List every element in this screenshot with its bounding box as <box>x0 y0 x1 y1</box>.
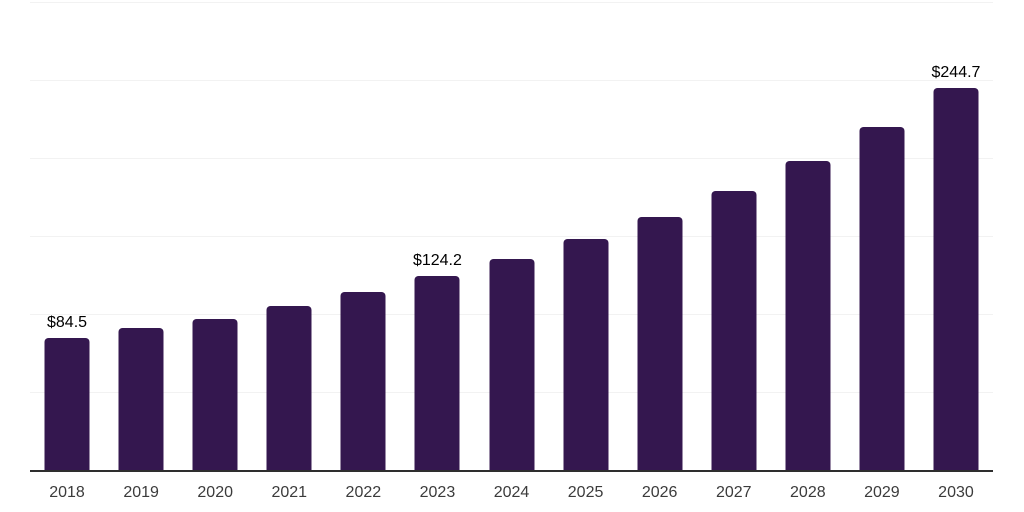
bar-2022 <box>340 291 386 470</box>
x-tick-2030: 2030 <box>938 484 974 501</box>
value-label-2018: $84.5 <box>47 314 88 332</box>
bar-column-2029 <box>845 2 919 470</box>
bar-2021 <box>266 306 312 470</box>
x-tick-2018: 2018 <box>49 484 85 501</box>
value-label-2023: $124.2 <box>412 252 462 270</box>
bar-2019 <box>118 328 164 470</box>
x-tick-2027: 2027 <box>715 484 752 501</box>
bar-column-2019 <box>104 2 178 470</box>
bar-2029 <box>859 127 905 470</box>
bar-column-2021 <box>252 2 326 470</box>
bar-2026 <box>637 216 683 470</box>
x-tick-2019: 2019 <box>123 484 159 501</box>
gridline-300 <box>30 2 993 3</box>
bar-column-2026 <box>623 2 697 470</box>
plot-area: $84.5 $124.2 $244.7 <box>30 2 993 472</box>
bar-2028 <box>785 161 831 470</box>
gridline-250 <box>30 80 993 81</box>
gridline-200 <box>30 158 993 159</box>
bar-2024 <box>489 258 534 470</box>
value-label-2030: $244.7 <box>931 64 981 82</box>
x-tick-2025: 2025 <box>567 484 604 501</box>
x-tick-2029: 2029 <box>864 484 900 501</box>
x-tick-2026: 2026 <box>641 484 678 501</box>
x-tick-2021: 2021 <box>271 484 308 501</box>
bar-column-2028 <box>771 2 845 470</box>
bar-column-2027 <box>697 2 771 470</box>
bar-column-2023: $124.2 <box>400 2 474 470</box>
bar-2020 <box>192 318 238 470</box>
bar-2030 <box>933 88 979 470</box>
x-axis-line <box>30 470 993 472</box>
x-tick-2024: 2024 <box>493 484 530 501</box>
bar-column-2020 <box>178 2 252 470</box>
x-tick-2022: 2022 <box>345 484 382 501</box>
x-tick-2023: 2023 <box>419 484 456 501</box>
x-tick-2020: 2020 <box>197 484 233 501</box>
bar-column-2024 <box>474 2 548 470</box>
bar-2027 <box>711 190 757 470</box>
bar-column-2022 <box>326 2 400 470</box>
gridline-150 <box>30 236 993 237</box>
bar-columns: $84.5 $124.2 $244.7 <box>30 2 993 470</box>
bar-column-2025 <box>549 2 623 470</box>
bar-2018 <box>44 338 90 470</box>
bar-2025 <box>563 239 609 470</box>
bar-column-2030: $244.7 <box>919 2 993 470</box>
bar-2023 <box>414 276 460 470</box>
x-tick-2028: 2028 <box>790 484 826 501</box>
x-axis-tick-labels: 2018 2019 2020 2021 2022 2023 2024 2025 2026 2027… <box>30 483 993 502</box>
bar-column-2018: $84.5 <box>30 2 104 470</box>
